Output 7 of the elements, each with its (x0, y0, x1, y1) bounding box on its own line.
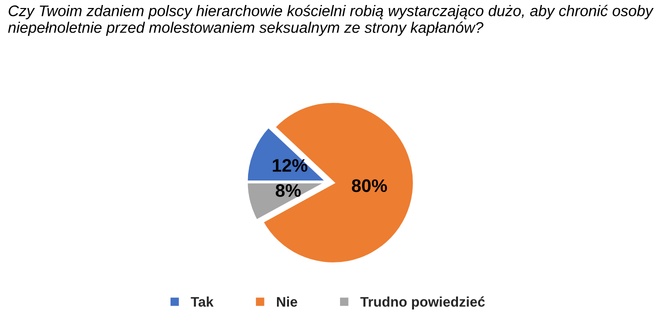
data-label: 80% (352, 179, 387, 192)
legend-label: Nie (276, 296, 298, 307)
data-label: 12% (272, 159, 308, 172)
chart-title: Czy Twoim zdaniem polscy hierarchowie kościelni robią wystarczająco dużo, aby chronić osoby niepełnoletnie przed molestowaniem seksualnym ze strony kapłanów? (8, 4, 654, 36)
data-label: 8% (276, 184, 301, 197)
legend-label: Tak (190, 296, 214, 307)
legend-label: Trudno powiedzieć (360, 296, 485, 310)
